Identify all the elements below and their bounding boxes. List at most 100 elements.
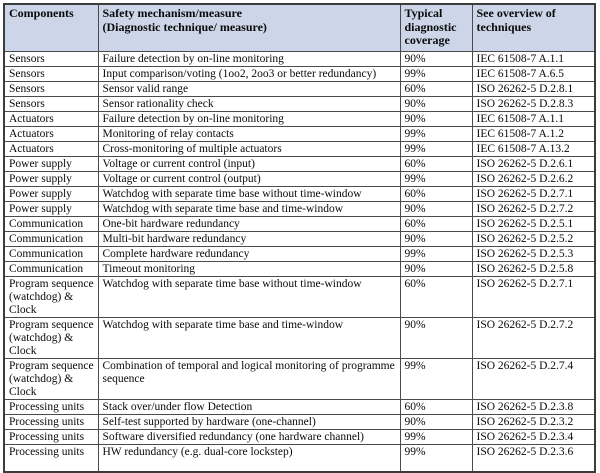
coverage-cell: 99% [399, 357, 473, 400]
table-row: Communication Timeout monitoring 90% ISO 26… [3, 260, 596, 277]
reference-cell: ISO 26262-5 D.2.7.4 [471, 357, 596, 400]
coverage-cell: 90% [399, 50, 473, 67]
component-cell: Processing units [3, 413, 99, 430]
table-row: Processing units Software diversified red… [3, 428, 596, 445]
coverage-cell: 90% [399, 413, 473, 430]
component-cell: Power supply [3, 170, 99, 187]
component-cell: Program sequence (watchdog) & Clock [3, 275, 99, 318]
table-row: Sensors Failure detection by on-line moni… [3, 50, 596, 67]
component-cell: Actuators [3, 110, 99, 127]
header-cell-techniques-overview: See overview of techniques [471, 3, 596, 52]
measure-cell: Watchdog with separate time base and tim… [97, 200, 401, 217]
table-row: Program sequence (watchdog) & Clock Watch… [3, 275, 596, 318]
reference-cell: ISO 26262-5 D.2.3.6 [471, 443, 596, 473]
table-row: Processing units Self-test supported by h… [3, 413, 596, 430]
component-cell: Actuators [3, 140, 99, 157]
component-cell: Power supply [3, 155, 99, 172]
coverage-cell: 99% [399, 170, 473, 187]
reference-cell: ISO 26262-5 D.2.8.1 [471, 80, 596, 97]
component-cell: Communication [3, 260, 99, 277]
component-cell: Processing units [3, 398, 99, 415]
table-row: Processing units HW redundancy (e.g. dual… [3, 443, 596, 473]
header-cell-diagnostic-coverage: Typical diagnostic coverage [399, 3, 473, 52]
component-cell: Program sequence (watchdog) & Clock [3, 316, 99, 359]
reference-cell: ISO 26262-5 D.2.5.8 [471, 260, 596, 277]
measure-cell: Software diversified redundancy (one har… [97, 428, 401, 445]
table-row: Sensors Sensor rationality check 90% ISO 26… [3, 95, 596, 112]
component-cell: Processing units [3, 428, 99, 445]
reference-cell: ISO 26262-5 D.2.6.2 [471, 170, 596, 187]
table-row: Communication Complete hardware redundanc… [3, 245, 596, 262]
table-row: Power supply Voltage or current control (… [3, 155, 596, 172]
measure-cell: Cross-monitoring of multiple actuators [97, 140, 401, 157]
measure-cell: Timeout monitoring [97, 260, 401, 277]
coverage-cell: 90% [399, 230, 473, 247]
component-cell: Program sequence (watchdog) & Clock [3, 357, 99, 400]
reference-cell: ISO 26262-5 D.2.5.2 [471, 230, 596, 247]
measure-cell: Input comparison/voting (1oo2, 2oo3 or b… [97, 65, 401, 82]
measure-cell: Monitoring of relay contacts [97, 125, 401, 142]
component-cell: Sensors [3, 80, 99, 97]
reference-cell: ISO 26262-5 D.2.5.1 [471, 215, 596, 232]
coverage-cell: 99% [399, 428, 473, 445]
reference-cell: IEC 61508-7 A.1.1 [471, 110, 596, 127]
coverage-cell: 60% [399, 80, 473, 97]
measure-cell: Watchdog with separate time base without… [97, 275, 401, 318]
reference-cell: IEC 61508-7 A.1.2 [471, 125, 596, 142]
coverage-cell: 60% [399, 275, 473, 318]
reference-cell: ISO 26262-5 D.2.3.2 [471, 413, 596, 430]
measure-cell: Complete hardware redundancy [97, 245, 401, 262]
measure-cell: Failure detection by on-line monitoring [97, 50, 401, 67]
coverage-cell: 90% [399, 316, 473, 359]
reference-cell: ISO 26262-5 D.2.5.3 [471, 245, 596, 262]
table-row: Sensors Input comparison/voting (1oo2, 2o… [3, 65, 596, 82]
table-row: Program sequence (watchdog) & Clock Combi… [3, 357, 596, 400]
coverage-cell: 99% [399, 140, 473, 157]
measure-cell: Sensor valid range [97, 80, 401, 97]
measure-cell: Voltage or current control (output) [97, 170, 401, 187]
reference-cell: ISO 26262-5 D.2.8.3 [471, 95, 596, 112]
measure-cell: Combination of temporal and logical moni… [97, 357, 401, 400]
header-cell-components: Components [3, 3, 99, 52]
component-cell: Sensors [3, 95, 99, 112]
measure-cell: Voltage or current control (input) [97, 155, 401, 172]
header-cell-safety-mechanism: Safety mechanism/measure (Diagnostic tec… [97, 3, 401, 52]
measure-cell: HW redundancy (e.g. dual-core lockstep) [97, 443, 401, 473]
measure-cell: Multi-bit hardware redundancy [97, 230, 401, 247]
measure-cell: Self-test supported by hardware (one-cha… [97, 413, 401, 430]
table-row: Actuators Failure detection by on-line mo… [3, 110, 596, 127]
coverage-cell: 90% [399, 200, 473, 217]
reference-cell: ISO 26262-5 D.2.7.2 [471, 316, 596, 359]
table-row: Power supply Watchdog with separate time … [3, 200, 596, 217]
coverage-cell: 90% [399, 110, 473, 127]
reference-cell: ISO 26262-5 D.2.7.1 [471, 275, 596, 318]
table-row: Power supply Watchdog with separate time … [3, 185, 596, 202]
reference-cell: IEC 61508-7 A.6.5 [471, 65, 596, 82]
coverage-cell: 99% [399, 443, 473, 473]
coverage-cell: 90% [399, 260, 473, 277]
measure-cell: Sensor rationality check [97, 95, 401, 112]
reference-cell: ISO 26262-5 D.2.3.4 [471, 428, 596, 445]
component-cell: Communication [3, 215, 99, 232]
table-row: Actuators Monitoring of relay contacts 99%… [3, 125, 596, 142]
reference-cell: ISO 26262-5 D.2.3.8 [471, 398, 596, 415]
component-cell: Sensors [3, 65, 99, 82]
table-row: Program sequence (watchdog) & Clock Watch… [3, 316, 596, 359]
coverage-cell: 99% [399, 125, 473, 142]
coverage-cell: 60% [399, 398, 473, 415]
coverage-cell: 99% [399, 245, 473, 262]
table-row: Communication One-bit hardware redundancy… [3, 215, 596, 232]
table-row: Power supply Voltage or current control (… [3, 170, 596, 187]
component-cell: Processing units [3, 443, 99, 473]
coverage-cell: 60% [399, 215, 473, 232]
component-cell: Power supply [3, 200, 99, 217]
reference-cell: ISO 26262-5 D.2.7.1 [471, 185, 596, 202]
table-header-row: Components Safety mechanism/measure (Dia… [3, 3, 596, 52]
reference-cell: IEC 61508-7 A.1.1 [471, 50, 596, 67]
component-cell: Communication [3, 245, 99, 262]
table-row: Sensors Sensor valid range 60% ISO 26262-5 … [3, 80, 596, 97]
measure-cell: One-bit hardware redundancy [97, 215, 401, 232]
component-cell: Sensors [3, 50, 99, 67]
coverage-cell: 90% [399, 95, 473, 112]
